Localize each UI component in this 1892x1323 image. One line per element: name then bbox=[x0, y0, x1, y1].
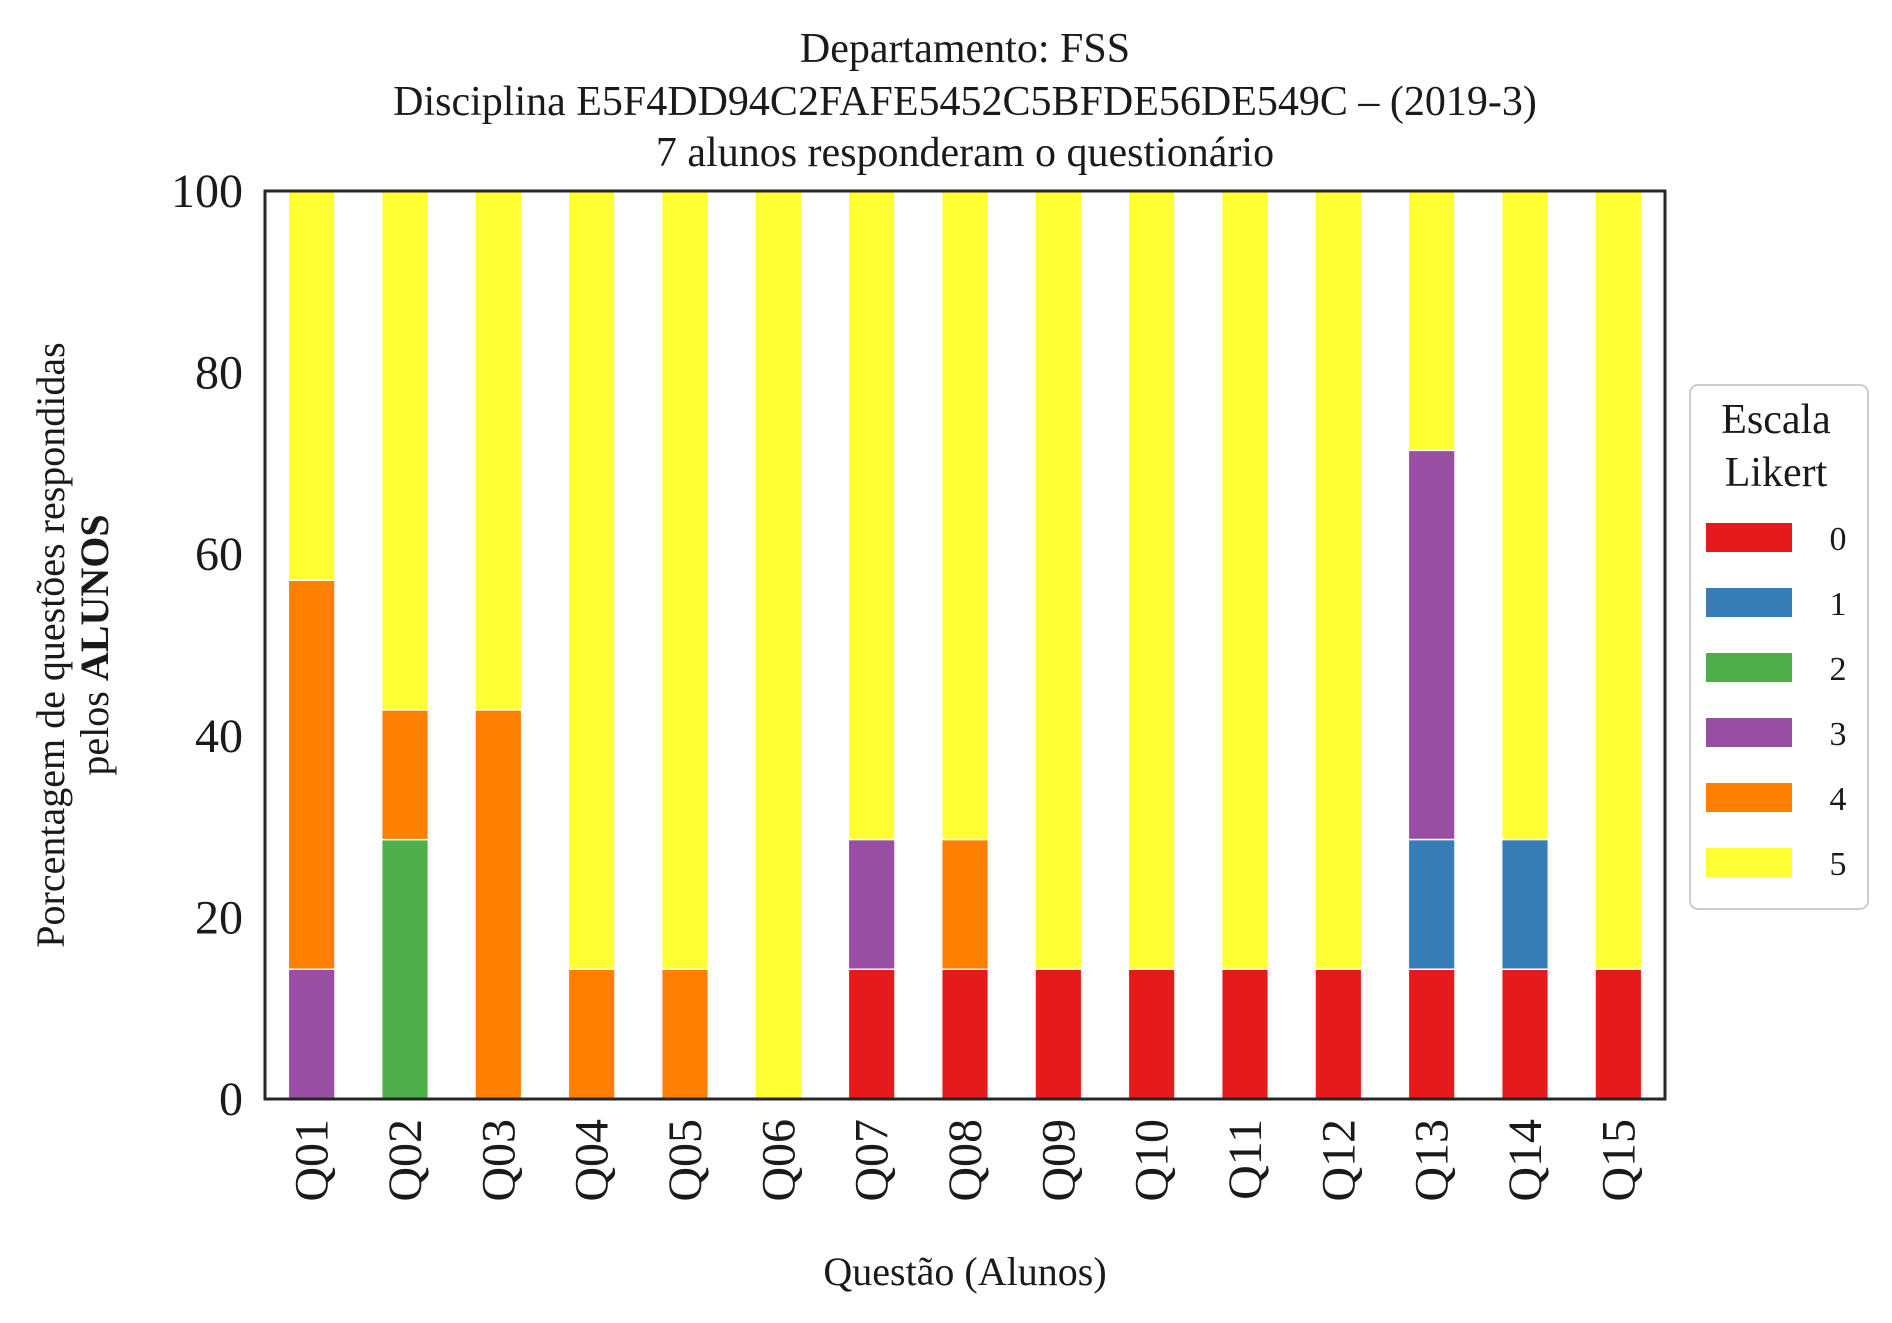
x-tick-label-Q01: Q01 bbox=[286, 1119, 339, 1202]
y-axis-label-bold: ALUNOS bbox=[72, 514, 117, 681]
bar-Q13-level-1 bbox=[1407, 838, 1456, 970]
chart-title: Departamento: FSS Disciplina E5F4DD94C2F… bbox=[393, 26, 1537, 176]
x-tick-label-Q04: Q04 bbox=[566, 1119, 619, 1202]
legend-swatch-0 bbox=[1706, 523, 1792, 552]
bar-Q15-level-5 bbox=[1594, 190, 1643, 970]
legend-swatch-4 bbox=[1706, 783, 1792, 812]
x-tick-label-Q08: Q08 bbox=[939, 1119, 992, 1202]
bar-Q01-level-3 bbox=[287, 968, 336, 1100]
legend-label-2: 2 bbox=[1830, 651, 1847, 688]
legend-label-4: 4 bbox=[1830, 781, 1847, 818]
bar-Q13-level-0 bbox=[1407, 968, 1456, 1100]
y-axis-label-normal: pelos bbox=[72, 681, 117, 775]
bar-Q03-level-4 bbox=[474, 709, 523, 1100]
x-tick-label-Q14: Q14 bbox=[1499, 1119, 1552, 1202]
bar-Q08-level-5 bbox=[940, 190, 990, 841]
plot-frame bbox=[263, 189, 1667, 1101]
x-tick-label-Q06: Q06 bbox=[752, 1119, 805, 1202]
y-tick-label-60: 60 bbox=[195, 528, 243, 581]
x-tick-label-Q07: Q07 bbox=[846, 1119, 899, 1202]
legend-title-line-2: Likert bbox=[1725, 450, 1828, 496]
y-axis-label-line-1: Porcentagem de questões respondidas bbox=[28, 342, 73, 947]
bar-Q04-level-5 bbox=[567, 190, 616, 970]
bar-Q01-level-4 bbox=[287, 579, 336, 971]
bar-Q10-level-5 bbox=[1127, 190, 1176, 970]
bar-Q06-level-5 bbox=[754, 190, 803, 1100]
y-tick-label-80: 80 bbox=[195, 347, 243, 400]
y-tick-label-100: 100 bbox=[171, 165, 243, 218]
legend-label-0: 0 bbox=[1830, 521, 1847, 558]
x-tick-label-Q11: Q11 bbox=[1219, 1119, 1272, 1200]
bar-Q13-level-5 bbox=[1407, 190, 1456, 452]
x-axis-ticks: Q01 Q02 Q03 Q04 Q05 Q06 Q07 Q08 Q09 Q10 Q11 Q12 Q13 Q… bbox=[286, 1119, 1646, 1202]
title-line-3: 7 alunos responderam o questionário bbox=[656, 130, 1274, 176]
x-axis-label: Questão (Alunos) bbox=[823, 1249, 1106, 1294]
legend-items: 0 1 2 3 4 5 bbox=[1706, 521, 1847, 883]
bar-Q07-level-0 bbox=[847, 968, 896, 1100]
legend-swatch-1 bbox=[1706, 588, 1792, 617]
legend-swatch-2 bbox=[1706, 653, 1792, 682]
bar-Q14-level-0 bbox=[1500, 968, 1550, 1100]
x-tick-label-Q15: Q15 bbox=[1592, 1119, 1645, 1202]
title-line-2: Disciplina E5F4DD94C2FAFE5452C5BFDE56DE5… bbox=[393, 79, 1537, 125]
bar-Q02-level-5 bbox=[380, 190, 430, 711]
bar-Q05-level-4 bbox=[660, 968, 710, 1100]
bar-Q11-level-0 bbox=[1220, 968, 1270, 1100]
bar-Q05-level-5 bbox=[660, 190, 710, 970]
x-tick-label-Q05: Q05 bbox=[659, 1119, 712, 1202]
y-axis-label-line-2: pelos ALUNOS bbox=[72, 514, 117, 775]
bar-Q02-level-4 bbox=[380, 709, 430, 841]
x-tick-label-Q09: Q09 bbox=[1032, 1119, 1085, 1202]
bar-Q01-level-5 bbox=[287, 190, 336, 581]
y-tick-label-40: 40 bbox=[195, 710, 243, 763]
x-tick-label-Q03: Q03 bbox=[472, 1119, 525, 1202]
bar-Q04-level-4 bbox=[567, 968, 616, 1100]
legend-label-3: 3 bbox=[1830, 716, 1847, 753]
bars-layer bbox=[287, 190, 1643, 1100]
y-tick-label-0: 0 bbox=[219, 1073, 243, 1126]
bar-Q07-level-5 bbox=[847, 190, 896, 841]
x-tick-label-Q12: Q12 bbox=[1312, 1119, 1365, 1202]
bar-Q02-level-2 bbox=[380, 838, 430, 1100]
legend-box bbox=[1689, 384, 1869, 910]
bar-Q14-level-1 bbox=[1500, 838, 1550, 970]
bar-Q08-level-4 bbox=[940, 838, 990, 970]
y-tick-label-20: 20 bbox=[195, 891, 243, 944]
bar-Q08-level-0 bbox=[940, 968, 990, 1100]
bar-Q13-level-3 bbox=[1407, 449, 1456, 841]
legend-label-1: 1 bbox=[1830, 586, 1847, 623]
bar-Q12-level-0 bbox=[1314, 968, 1363, 1100]
legend-swatch-3 bbox=[1706, 718, 1792, 747]
bar-Q15-level-0 bbox=[1594, 968, 1643, 1100]
bar-Q09-level-5 bbox=[1034, 190, 1083, 970]
y-axis-label: Porcentagem de questões respondidas pelo… bbox=[28, 342, 117, 947]
x-tick-label-Q10: Q10 bbox=[1126, 1119, 1179, 1202]
bar-Q11-level-5 bbox=[1220, 190, 1270, 970]
legend-label-5: 5 bbox=[1830, 846, 1847, 883]
bar-Q10-level-0 bbox=[1127, 968, 1176, 1100]
legend-swatch-5 bbox=[1706, 848, 1792, 877]
y-axis-ticks: 0 20 40 60 80 100 bbox=[171, 165, 243, 1126]
bar-Q14-level-5 bbox=[1500, 190, 1550, 841]
legend-title-line-1: Escala bbox=[1721, 397, 1831, 443]
x-tick-label-Q13: Q13 bbox=[1406, 1119, 1459, 1202]
legend: Escala Likert 0 1 2 3 4 5 bbox=[1689, 384, 1869, 910]
bar-Q09-level-0 bbox=[1034, 968, 1083, 1100]
bar-Q07-level-3 bbox=[847, 838, 896, 970]
bar-Q12-level-5 bbox=[1314, 190, 1363, 970]
bar-Q03-level-5 bbox=[474, 190, 523, 711]
x-tick-label-Q02: Q02 bbox=[379, 1119, 432, 1202]
title-line-1: Departamento: FSS bbox=[800, 26, 1130, 72]
